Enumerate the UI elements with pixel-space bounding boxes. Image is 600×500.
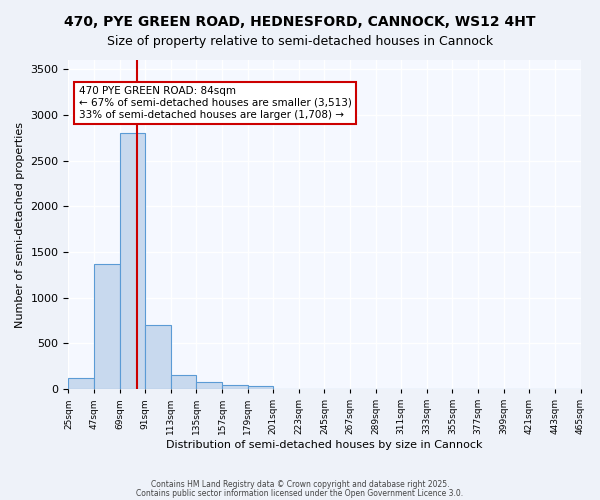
Text: Contains HM Land Registry data © Crown copyright and database right 2025.: Contains HM Land Registry data © Crown c…: [151, 480, 449, 489]
Bar: [248, 386, 273, 389]
Bar: [145, 325, 171, 389]
Text: 470, PYE GREEN ROAD, HEDNESFORD, CANNOCK, WS12 4HT: 470, PYE GREEN ROAD, HEDNESFORD, CANNOCK…: [64, 15, 536, 29]
Y-axis label: Number of semi-detached properties: Number of semi-detached properties: [15, 122, 25, 328]
Bar: [196, 382, 222, 389]
Bar: [119, 133, 145, 389]
X-axis label: Distribution of semi-detached houses by size in Cannock: Distribution of semi-detached houses by …: [166, 440, 483, 450]
Bar: [171, 376, 196, 389]
Text: 470 PYE GREEN ROAD: 84sqm
← 67% of semi-detached houses are smaller (3,513)
33% : 470 PYE GREEN ROAD: 84sqm ← 67% of semi-…: [79, 86, 352, 120]
Bar: [222, 385, 248, 389]
Bar: [94, 264, 119, 389]
Text: Size of property relative to semi-detached houses in Cannock: Size of property relative to semi-detach…: [107, 35, 493, 48]
Bar: [68, 378, 94, 389]
Text: Contains public sector information licensed under the Open Government Licence 3.: Contains public sector information licen…: [136, 488, 464, 498]
